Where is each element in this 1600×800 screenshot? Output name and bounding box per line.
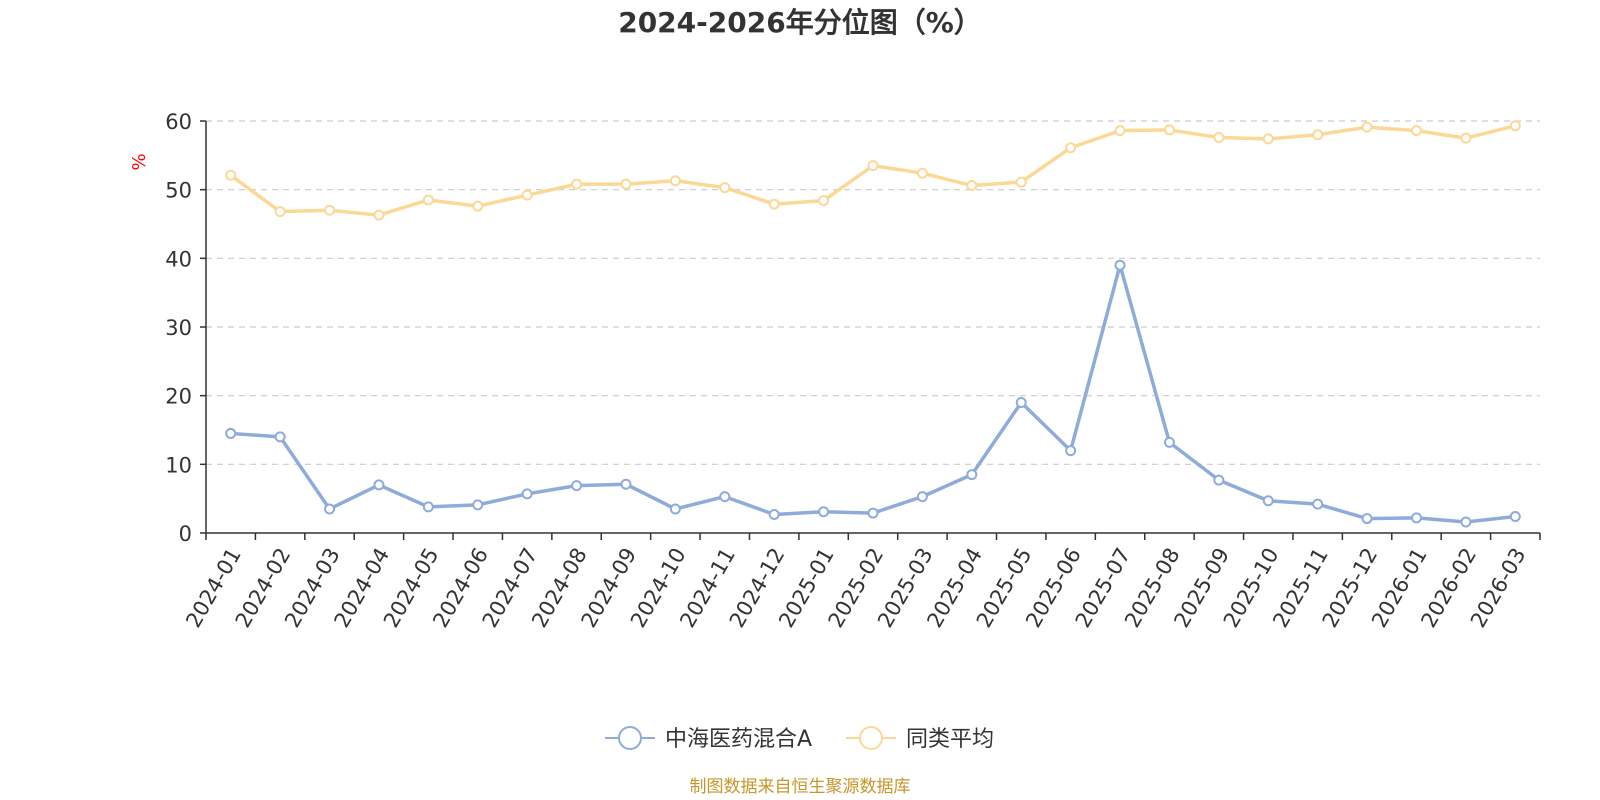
data-point <box>1163 436 1175 448</box>
legend-swatch-marker <box>859 726 883 750</box>
legend[interactable]: 中海医药混合A 同类平均 <box>605 726 994 752</box>
data-point <box>571 480 583 492</box>
y-tick-label: 20 <box>165 385 192 409</box>
data-point <box>1361 513 1373 525</box>
data-point <box>867 507 879 519</box>
data-point <box>1213 474 1225 486</box>
legend-label: 同类平均 <box>906 727 994 752</box>
data-point <box>1262 133 1274 145</box>
data-point <box>422 501 434 513</box>
data-point <box>966 180 978 192</box>
chart-title: 2024-2026年分位图（%） <box>618 6 982 39</box>
y-tick-label: 50 <box>165 179 192 203</box>
series-group <box>225 120 1521 528</box>
data-point <box>1114 259 1126 271</box>
data-point <box>324 204 336 216</box>
data-point <box>1114 125 1126 137</box>
data-point <box>274 431 286 443</box>
data-point <box>916 167 928 179</box>
y-axis-label: % <box>129 153 150 170</box>
data-point <box>867 160 879 172</box>
data-point <box>373 479 385 491</box>
data-point <box>669 175 681 187</box>
series-line-0 <box>230 263 1516 524</box>
data-point <box>1015 176 1027 188</box>
data-point <box>373 209 385 221</box>
y-tick-label: 10 <box>165 453 192 477</box>
y-tick-label: 40 <box>165 247 192 271</box>
data-point <box>1015 397 1027 409</box>
data-point <box>1065 142 1077 154</box>
data-point <box>620 478 632 490</box>
data-point <box>1262 495 1274 507</box>
data-point <box>571 178 583 190</box>
data-point <box>1460 516 1472 528</box>
data-point <box>916 491 928 503</box>
data-point <box>521 189 533 201</box>
grid-lines <box>206 120 1540 465</box>
data-point <box>422 194 434 206</box>
data-point <box>719 182 731 194</box>
axes: 01020304050602024-012024-022024-032024-0… <box>165 110 1541 632</box>
data-point <box>669 503 681 515</box>
data-point <box>274 206 286 218</box>
data-point <box>472 499 484 511</box>
data-point <box>620 178 632 190</box>
data-point <box>225 169 237 181</box>
data-point <box>1509 120 1521 132</box>
data-point <box>1460 132 1472 144</box>
data-point <box>966 469 978 481</box>
data-point <box>818 195 830 207</box>
data-point <box>1312 129 1324 141</box>
y-tick-label: 30 <box>165 316 192 340</box>
data-point <box>225 427 237 439</box>
data-point <box>1163 124 1175 136</box>
data-point <box>1410 125 1422 137</box>
data-point <box>1312 498 1324 510</box>
data-point <box>719 491 731 503</box>
data-point <box>472 200 484 212</box>
source-note: 制图数据来自恒生聚源数据库 <box>690 777 911 797</box>
data-point <box>1509 511 1521 523</box>
legend-swatch-marker <box>618 726 642 750</box>
data-point <box>1213 131 1225 143</box>
data-point <box>1361 121 1373 133</box>
y-tick-label: 0 <box>179 522 192 546</box>
data-point <box>818 506 830 518</box>
y-tick-label: 60 <box>165 110 192 134</box>
data-point <box>768 198 780 210</box>
data-point <box>768 508 780 520</box>
legend-label: 中海医药混合A <box>665 727 812 752</box>
data-point <box>1065 445 1077 457</box>
data-point <box>324 503 336 515</box>
data-point <box>521 488 533 500</box>
data-point <box>1410 512 1422 524</box>
